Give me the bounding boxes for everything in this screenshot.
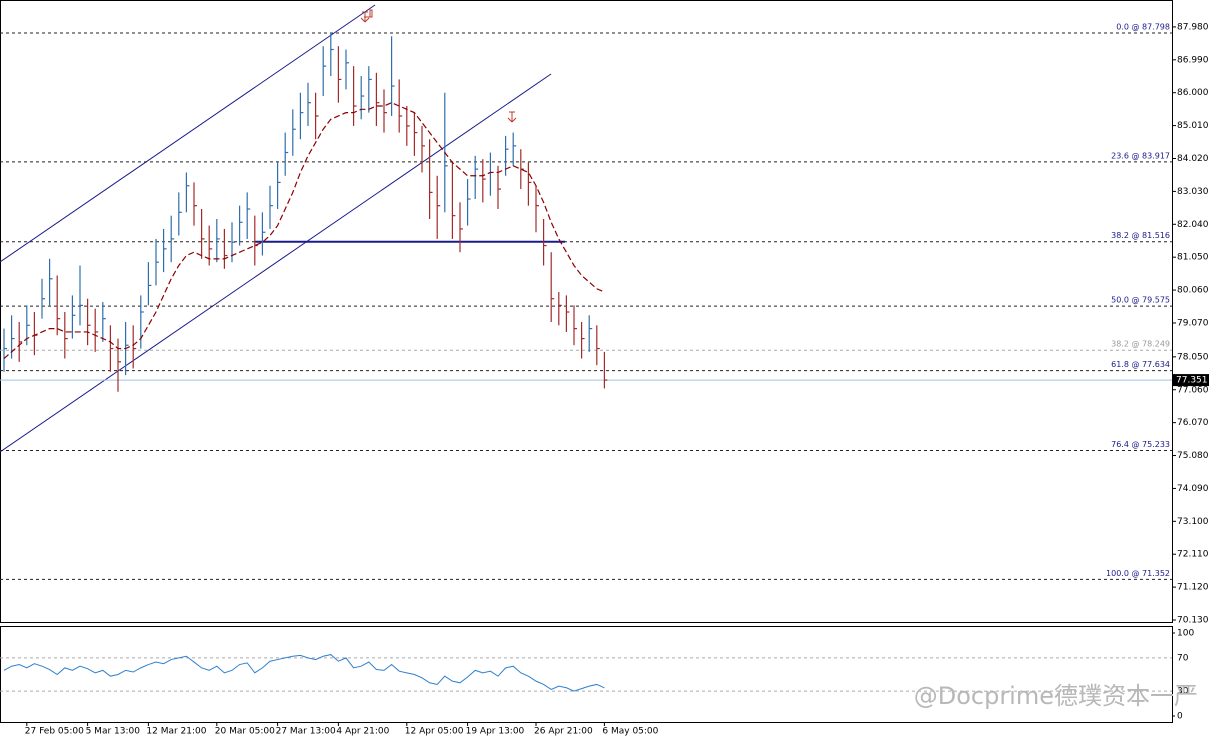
last-price-box — [1173, 374, 1209, 387]
y-tick-label: 76.070 — [1177, 418, 1209, 428]
fib-label: 0.0 @ 87.798 — [1116, 22, 1170, 31]
arrow-marker — [507, 111, 517, 123]
y-tick-label: 86.000 — [1177, 88, 1209, 98]
x-tick-label: 6 May 05:00 — [602, 727, 658, 737]
fib-label: 50.0 @ 79.575 — [1111, 296, 1170, 305]
y-tick-label: 82.040 — [1177, 220, 1209, 230]
watermark: @Docprime德璞资本一严 — [914, 682, 1198, 710]
y-tick-label: 74.090 — [1177, 484, 1209, 494]
y-tick-label: 100 — [1177, 629, 1194, 639]
y-tick-label: 75.080 — [1177, 451, 1209, 461]
y-tick-label: 80.060 — [1177, 286, 1209, 296]
y-tick-label: 79.070 — [1177, 318, 1209, 328]
y-tick-label: 87.980 — [1177, 22, 1209, 32]
fib-label: 38.2 @ 78.249 — [1111, 340, 1170, 349]
fib-label: 23.6 @ 83.917 — [1111, 151, 1170, 160]
y-tick-label: 84.020 — [1177, 154, 1209, 164]
fib-label: 100.0 @ 71.352 — [1106, 569, 1170, 578]
price-panel — [0, 0, 1173, 623]
channel-lower — [0, 73, 552, 453]
y-tick-label: 85.010 — [1177, 121, 1209, 131]
x-tick-label: 12 Apr 05:00 — [405, 727, 464, 737]
fib-label: 76.4 @ 75.233 — [1111, 440, 1170, 449]
arrow-marker — [360, 11, 370, 23]
y-tick-label: 30 — [1177, 687, 1189, 697]
y-tick-label: 78.050 — [1177, 352, 1209, 362]
y-tick-label: 77.060 — [1177, 385, 1209, 395]
y-tick-label: 72.110 — [1177, 550, 1209, 560]
x-tick-label: 12 Mar 21:00 — [146, 727, 206, 737]
x-tick-label: 27 Feb 05:00 — [25, 727, 84, 737]
x-tick-label: 20 Mar 05:00 — [215, 727, 275, 737]
y-tick-label: 71.120 — [1177, 583, 1209, 593]
y-tick-label: 0 — [1177, 712, 1183, 722]
channel-upper — [0, 4, 376, 263]
x-tick-label: 4 Apr 21:00 — [336, 727, 389, 737]
moving-average — [3, 102, 605, 359]
x-tick-label: 5 Mar 13:00 — [86, 727, 141, 737]
fib-label: 38.2 @ 81.516 — [1111, 231, 1170, 240]
last-price-label: 77.351 — [1176, 376, 1208, 386]
rsi-line — [3, 654, 605, 692]
y-tick-label: 86.990 — [1177, 55, 1209, 65]
fib-label: 61.8 @ 77.634 — [1111, 360, 1170, 369]
y-tick-label: 70 — [1177, 653, 1189, 663]
y-tick-label: 73.100 — [1177, 517, 1209, 527]
y-tick-label: 81.050 — [1177, 253, 1209, 263]
x-tick-label: 26 Apr 21:00 — [534, 727, 593, 737]
y-tick-label: 83.030 — [1177, 187, 1209, 197]
rsi-panel — [0, 626, 1173, 723]
arrow-marker — [364, 9, 373, 18]
x-tick-label: 19 Apr 13:00 — [466, 727, 525, 737]
y-tick-label: 70.130 — [1177, 616, 1209, 626]
x-tick-label: 27 Mar 13:00 — [276, 727, 336, 737]
